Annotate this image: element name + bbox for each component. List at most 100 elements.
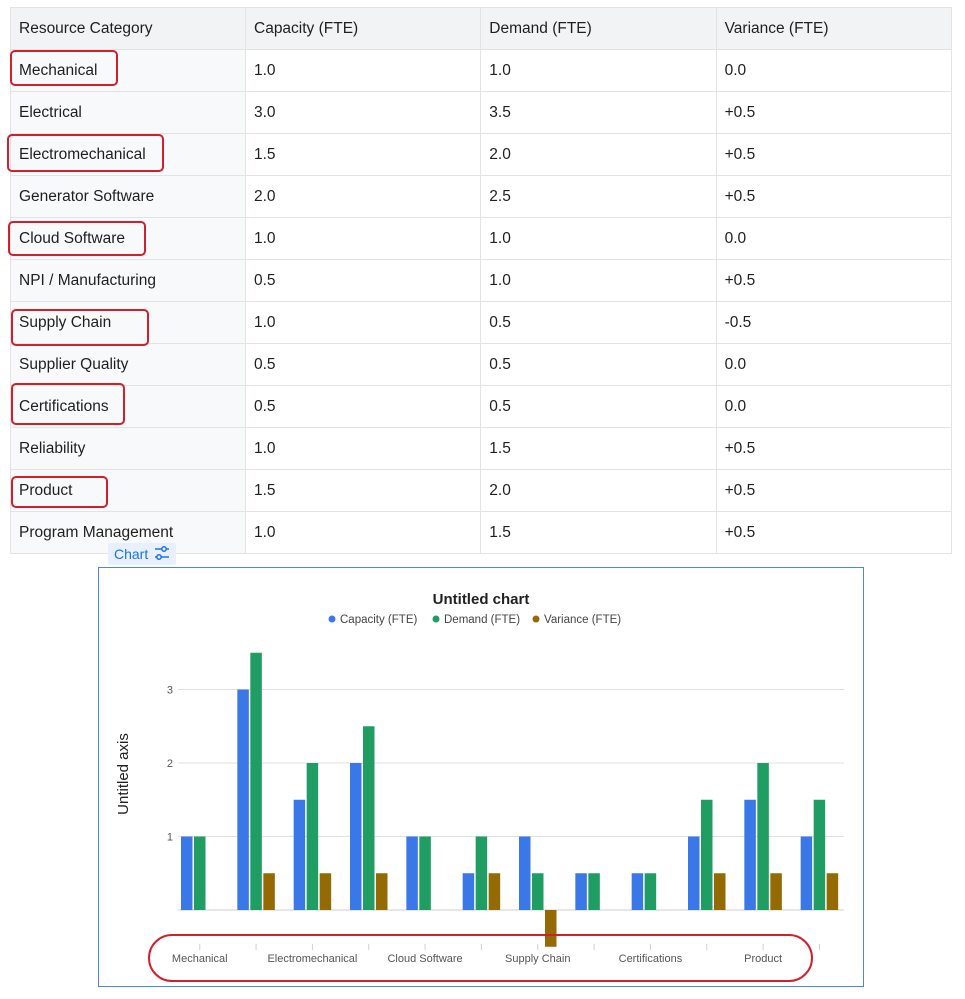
bar [519,836,531,910]
x-tick-label: Product [744,953,782,965]
chart-chip[interactable]: Chart [108,543,177,565]
bar [644,873,657,910]
y-tick-label: 3 [167,685,173,697]
cell-demand[interactable]: 1.5 [480,511,717,554]
cell-demand[interactable]: 2.0 [480,469,717,512]
table-row: NPI / Manufacturing 0.5 1.0 +0.5 [10,259,952,302]
cell-variance[interactable]: +0.5 [715,91,952,134]
cell-category[interactable]: Supplier Quality [10,343,246,386]
table-row: Reliability 1.0 1.5 +0.5 [10,427,952,470]
cell-demand[interactable]: 1.0 [480,49,717,92]
cell-variance[interactable]: 0.0 [715,385,952,428]
cell-variance[interactable]: +0.5 [715,427,952,470]
cell-variance[interactable]: 0.0 [715,343,952,386]
cell-category[interactable]: Certifications [10,385,246,428]
bar [419,836,431,910]
bar [588,873,600,910]
cell-capacity[interactable]: 0.5 [244,259,482,302]
cell-capacity[interactable]: 0.5 [244,343,482,386]
x-tick-label: Electromechanical [267,953,357,965]
bar [376,873,388,910]
cell-demand[interactable]: 1.0 [480,217,717,260]
cell-category[interactable]: Mechanical [10,49,246,92]
cell-capacity[interactable]: 1.0 [244,217,482,260]
cell-variance[interactable]: +0.5 [715,133,952,176]
cell-demand[interactable]: 0.5 [480,301,717,344]
legend-marker [532,615,540,623]
y-axis-label: Untitled axis [115,733,132,815]
cell-category[interactable]: Electrical [10,91,246,134]
legend-marker [432,615,440,623]
cell-demand[interactable]: 2.5 [480,175,717,218]
chart-bars [181,652,839,947]
cell-category[interactable]: Reliability [10,427,246,470]
cell-capacity[interactable]: 1.0 [244,49,482,92]
header-resource-category[interactable]: Resource Category [10,7,246,50]
bar [757,763,769,910]
bar [800,836,813,910]
cell-capacity[interactable]: 1.0 [244,427,482,470]
cell-variance[interactable]: 0.0 [715,49,952,92]
bar [744,799,756,910]
cell-variance[interactable]: +0.5 [715,469,952,512]
cell-variance[interactable]: +0.5 [715,511,952,554]
cell-variance[interactable]: -0.5 [715,301,952,344]
legend-marker [328,615,336,623]
bar [406,836,418,910]
table-row: Cloud Software 1.0 1.0 0.0 [10,217,952,260]
cell-category[interactable]: Cloud Software [10,217,246,260]
bar [237,689,249,910]
cell-capacity[interactable]: 1.5 [244,133,482,176]
bar [319,873,332,910]
bar [263,873,275,910]
header-capacity[interactable]: Capacity (FTE) [244,7,482,50]
table-row: Program Management 1.0 1.5 +0.5 [10,511,952,554]
bar [488,873,501,910]
cell-capacity[interactable]: 1.0 [244,301,482,344]
cell-demand[interactable]: 1.5 [480,427,717,470]
cell-capacity[interactable]: 1.5 [244,469,482,512]
cell-variance[interactable]: 0.0 [715,217,952,260]
cell-demand[interactable]: 3.5 [480,91,717,134]
y-tick-label: 2 [167,758,173,770]
chart-legend: Capacity (FTE) Demand (FTE) Variance (FTE) [328,614,621,626]
cell-demand[interactable]: 1.0 [480,259,717,302]
cell-category[interactable]: Electromechanical [10,133,246,176]
chart-chip-label: Chart [114,546,149,562]
bar [770,873,782,910]
bar [293,799,306,910]
chart-container[interactable]: Untitled chart Capacity (FTE) Demand (FTE… [98,567,864,987]
legend-label: Capacity (FTE) [340,614,417,626]
table-header-row: Resource Category Capacity (FTE) Demand … [10,7,952,50]
bar [475,836,488,910]
cell-demand[interactable]: 0.5 [480,343,717,386]
bar [545,910,557,947]
table-row: Generator Software 2.0 2.5 +0.5 [10,175,952,218]
cell-category[interactable]: Supply Chain [10,301,246,344]
bar [532,873,544,910]
cell-capacity[interactable]: 0.5 [244,385,482,428]
bar [826,873,839,910]
tune-icon [154,545,170,563]
table-row: Mechanical 1.0 1.0 0.0 [10,49,952,92]
header-demand[interactable]: Demand (FTE) [480,7,717,50]
cell-capacity[interactable]: 1.0 [244,511,482,554]
bar [306,763,319,910]
header-variance[interactable]: Variance (FTE) [715,7,952,50]
cell-capacity[interactable]: 3.0 [244,91,482,134]
bar [194,836,206,910]
cell-demand[interactable]: 2.0 [480,133,717,176]
bar [350,763,362,910]
bar [631,873,644,910]
x-tick-label: Supply Chain [505,953,570,965]
cell-capacity[interactable]: 2.0 [244,175,482,218]
cell-category[interactable]: Product [10,469,246,512]
cell-demand[interactable]: 0.5 [480,385,717,428]
cell-variance[interactable]: +0.5 [715,175,952,218]
cell-variance[interactable]: +0.5 [715,259,952,302]
bar-chart: Untitled chart Capacity (FTE) Demand (FTE… [115,591,844,965]
cell-category[interactable]: Generator Software [10,175,246,218]
y-tick-label: 1 [167,832,173,844]
cell-category[interactable]: NPI / Manufacturing [10,259,246,302]
x-tick-label: Certifications [619,953,683,965]
